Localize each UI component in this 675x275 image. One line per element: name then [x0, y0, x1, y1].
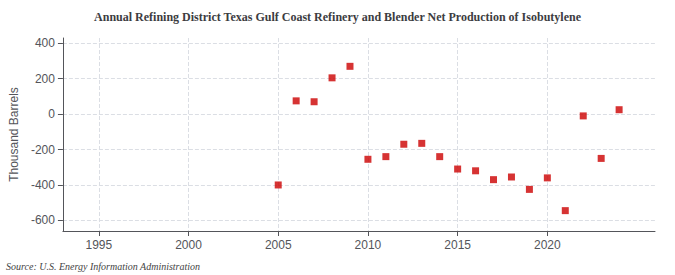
svg-text:2000: 2000: [175, 238, 202, 252]
svg-text:400: 400: [35, 36, 55, 50]
svg-text:Thousand Barrels: Thousand Barrels: [7, 87, 21, 182]
svg-text:-400: -400: [31, 178, 55, 192]
svg-text:0: 0: [48, 107, 55, 121]
svg-text:-600: -600: [31, 213, 55, 227]
svg-text:2005: 2005: [265, 238, 292, 252]
svg-text:200: 200: [35, 72, 55, 86]
svg-text:2020: 2020: [534, 238, 561, 252]
svg-text:2015: 2015: [444, 238, 471, 252]
svg-text:Annual Refining District Texas: Annual Refining District Texas Gulf Coas…: [94, 10, 582, 24]
svg-text:1995: 1995: [85, 238, 112, 252]
svg-text:2010: 2010: [355, 238, 382, 252]
svg-text:-200: -200: [31, 143, 55, 157]
svg-text:Source: U.S. Energy Informatio: Source: U.S. Energy Information Administ…: [6, 261, 200, 272]
